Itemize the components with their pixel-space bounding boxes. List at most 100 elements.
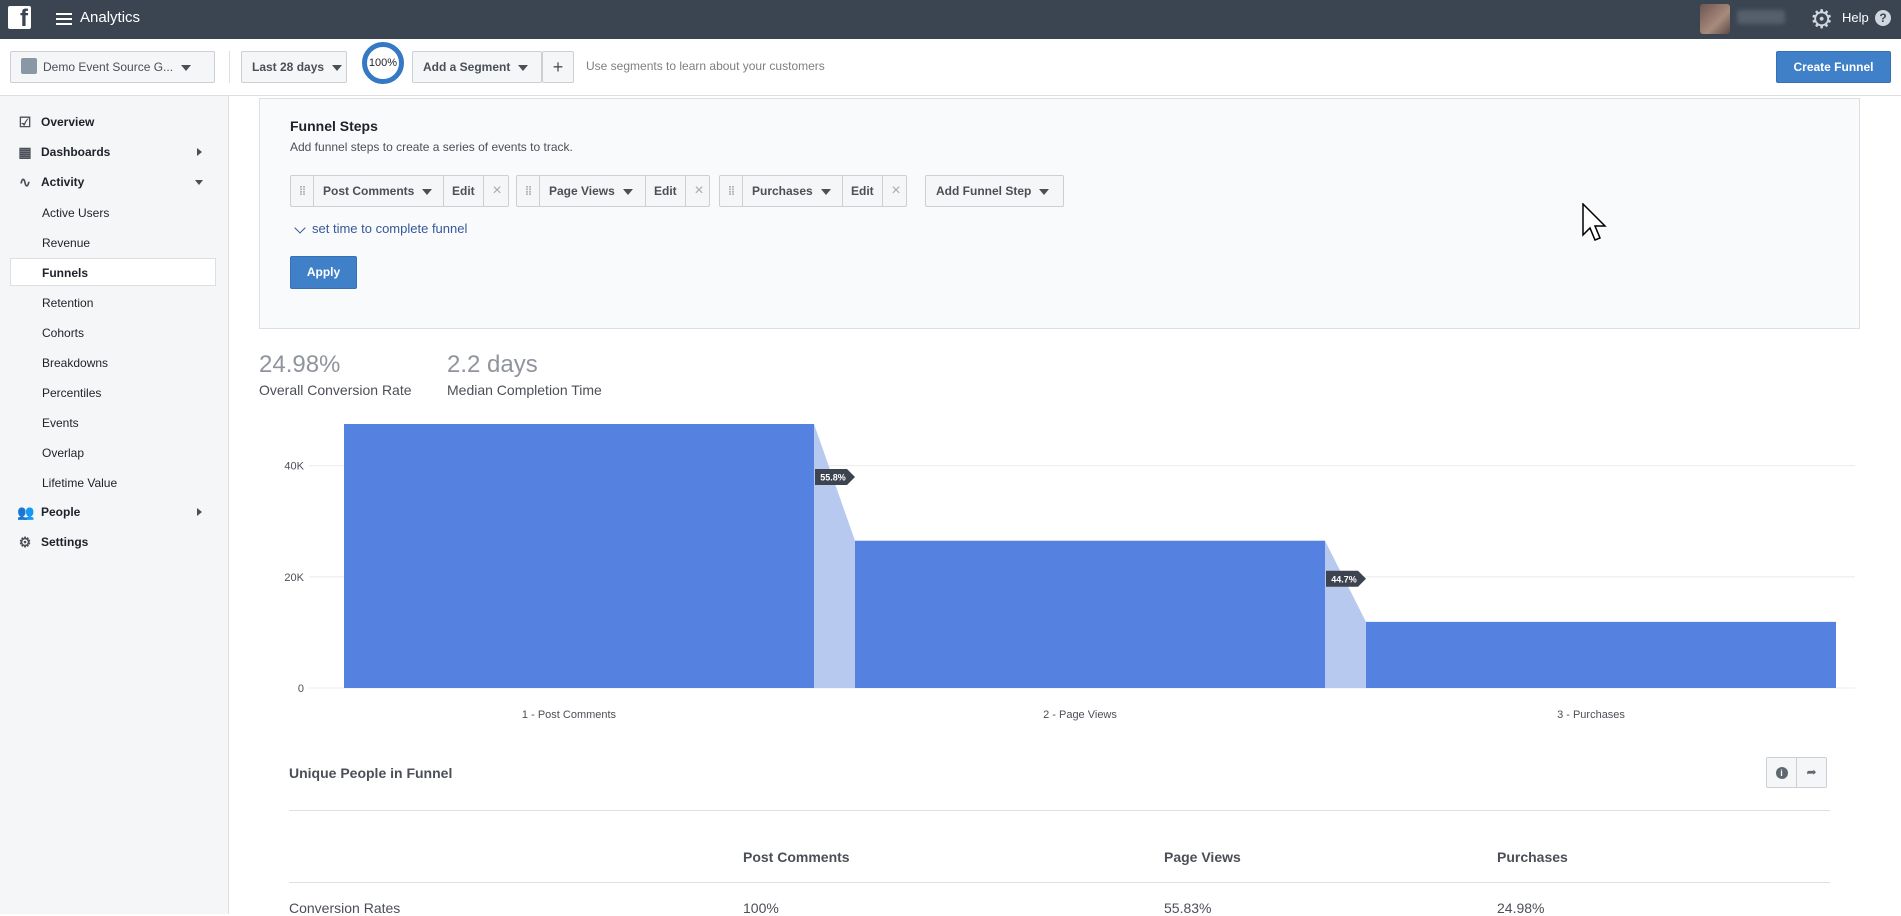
funnel-step-dropdown[interactable]: Post Comments [313, 176, 444, 206]
x-category-label: 1 - Post Comments [522, 709, 617, 721]
add-segment-label: Add a Segment [423, 60, 511, 74]
x-category-label: 2 - Page Views [1043, 709, 1117, 721]
funnel-bar [1366, 621, 1836, 688]
hamburger-menu-icon[interactable] [56, 10, 72, 26]
facebook-logo-icon[interactable]: f [8, 6, 31, 31]
sidebar-item-label: Dashboards [41, 145, 111, 159]
chevron-down-icon [518, 64, 529, 71]
funnel-bar [855, 540, 1325, 688]
sidebar-item-revenue[interactable]: Revenue [10, 228, 216, 256]
sidebar-item-label: Overview [41, 115, 95, 129]
sidebar-item-label: Cohorts [42, 326, 85, 340]
sidebar-item-breakdowns[interactable]: Breakdowns [10, 348, 216, 376]
sidebar-item-label: Percentiles [42, 386, 102, 400]
info-glyph: i [1775, 766, 1788, 779]
funnel-steps-subtitle: Add funnel steps to create a series of e… [290, 140, 573, 154]
event-source-label: Demo Event Source G... [43, 60, 174, 74]
sidebar-item-dashboards[interactable]: ▦ Dashboards [0, 138, 228, 166]
remove-step-close-icon[interactable]: × [694, 182, 704, 199]
sidebar-item-lifetime-value[interactable]: Lifetime Value [10, 468, 216, 496]
sidebar-item-overlap[interactable]: Overlap [10, 438, 216, 466]
sidebar-item-label: People [41, 505, 81, 519]
sidebar-item-label: Settings [41, 535, 89, 549]
funnel-connector [814, 424, 855, 688]
mouse-cursor-icon [1582, 203, 1607, 241]
event-source-icon [21, 58, 37, 75]
add-funnel-step-button[interactable]: Add Funnel Step [925, 175, 1064, 207]
conversion-badge-label: 55.8% [820, 473, 846, 483]
sidebar-item-label: Events [42, 416, 79, 430]
sidebar-item-events[interactable]: Events [10, 408, 216, 436]
conversion-badge-label: 44.7% [1331, 574, 1357, 584]
chevron-down-icon [422, 188, 433, 195]
funnel-bar [344, 424, 814, 688]
drag-handle-icon[interactable]: ⁞⁞ [720, 176, 743, 206]
edit-step-button[interactable]: Edit [646, 176, 686, 206]
toolbar-divider [229, 51, 230, 83]
chevron-down-icon [622, 188, 633, 195]
funnel-step-2: ⁞⁞ Page Views Edit × [516, 175, 710, 207]
user-name-blurred[interactable] [1737, 10, 1785, 24]
grid-icon: ▦ [18, 144, 32, 160]
sidebar-item-settings[interactable]: ⚙ Settings [0, 528, 228, 556]
edit-step-button[interactable]: Edit [843, 176, 883, 206]
funnel-step-label: Post Comments [323, 184, 415, 198]
edit-step-button[interactable]: Edit [444, 176, 484, 206]
chevron-right-icon [197, 508, 202, 516]
drag-handle-icon[interactable]: ⁞⁞ [291, 176, 314, 206]
column-header: Post Comments [743, 849, 850, 865]
event-source-selector[interactable]: Demo Event Source G... [10, 51, 215, 83]
funnel-step-label: Page Views [549, 184, 615, 198]
sampling-indicator[interactable]: 100% [362, 42, 404, 84]
set-time-link[interactable]: set time to complete funnel [312, 221, 468, 236]
help-question-icon[interactable]: ? [1875, 10, 1891, 26]
date-range-selector[interactable]: Last 28 days [241, 51, 347, 83]
unique-people-title: Unique People in Funnel [289, 765, 453, 781]
median-time-label: Median Completion Time [447, 382, 602, 398]
remove-step-close-icon[interactable]: × [492, 182, 502, 199]
table-header-divider [289, 882, 1830, 883]
share-icon[interactable]: ➦ [1796, 757, 1827, 788]
drag-handle-icon[interactable]: ⁞⁞ [517, 176, 540, 206]
sidebar-item-funnels[interactable]: Funnels [10, 258, 216, 286]
sidebar-item-label: Activity [41, 175, 85, 189]
add-segment-button[interactable]: Add a Segment [412, 51, 542, 83]
sidebar-item-label: Active Users [42, 206, 110, 220]
x-category-label: 3 - Purchases [1557, 709, 1625, 721]
sidebar-item-label: Funnels [42, 266, 89, 280]
chevron-down-icon [195, 180, 203, 185]
sidebar-item-label: Overlap [42, 446, 85, 460]
sidebar-item-active-users[interactable]: Active Users [10, 198, 216, 226]
create-funnel-button[interactable]: Create Funnel [1776, 51, 1891, 83]
funnel-step-dropdown[interactable]: Page Views [539, 176, 646, 206]
overall-conversion-value: 24.98% [259, 351, 341, 378]
funnel-step-dropdown[interactable]: Purchases [742, 176, 843, 206]
sidebar-item-retention[interactable]: Retention [10, 288, 216, 316]
app-title: Analytics [80, 9, 141, 26]
sidebar-item-people[interactable]: 👥 People [0, 498, 228, 526]
remove-step-close-icon[interactable]: × [891, 182, 901, 199]
y-tick-label: 20K [284, 572, 304, 584]
table-cell: 55.83% [1164, 900, 1212, 916]
segment-hint-text: Use segments to learn about your custome… [586, 59, 825, 73]
table-divider [289, 810, 1830, 811]
people-icon: 👥 [17, 504, 35, 520]
sidebar-item-overview[interactable]: ☑ Overview [0, 108, 228, 136]
table-cell: 100% [743, 900, 779, 916]
row-label: Conversion Rates [289, 900, 401, 916]
funnel-chart: 0 20K 40K 55.8% 44.7% 1 - Post Comments 2 - Pa… [284, 424, 1855, 721]
sidebar-item-activity[interactable]: ∿ Activity [0, 168, 228, 196]
date-range-label: Last 28 days [252, 60, 325, 74]
add-segment-plus-button[interactable]: + [542, 51, 574, 83]
help-link[interactable]: Help [1842, 10, 1869, 25]
sidebar-item-cohorts[interactable]: Cohorts [10, 318, 216, 346]
apply-button[interactable]: Apply [290, 256, 357, 289]
gear-icon: ⚙ [18, 534, 32, 550]
settings-gear-icon[interactable]: ⚙ [1810, 4, 1834, 34]
funnel-steps-panel [259, 98, 1860, 329]
user-avatar[interactable] [1700, 4, 1730, 34]
sidebar-item-percentiles[interactable]: Percentiles [10, 378, 216, 406]
column-header: Purchases [1497, 849, 1568, 865]
overview-chart-icon: ☑ [18, 114, 32, 130]
info-icon[interactable]: i [1766, 757, 1797, 788]
